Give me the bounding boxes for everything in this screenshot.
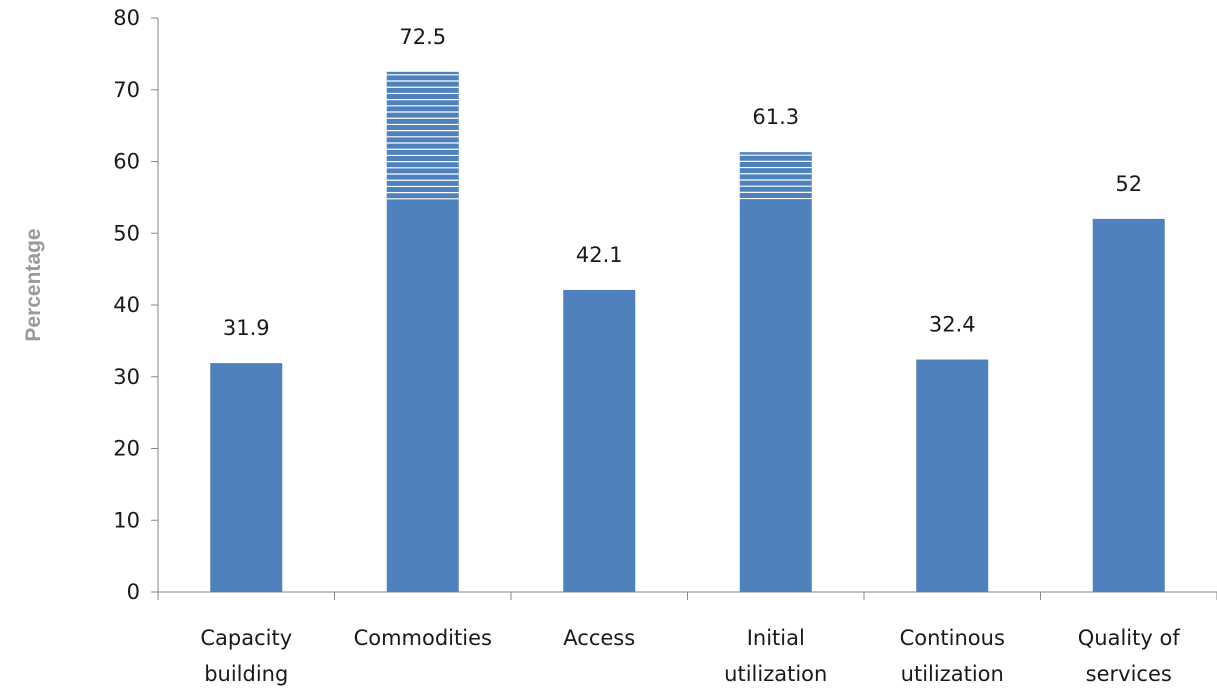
data-label: 61.3 [752, 105, 799, 129]
data-label: 31.9 [223, 316, 270, 340]
x-category-label: Capacity [200, 626, 292, 650]
x-category-label: utilization [724, 662, 827, 686]
data-label: 42.1 [576, 243, 623, 267]
bar [739, 152, 812, 593]
x-category-label: Commodities [354, 626, 492, 650]
y-axis-title: Percentage [22, 228, 45, 341]
bar [916, 359, 989, 592]
bar [386, 71, 459, 592]
y-tick-label: 40 [113, 293, 140, 317]
y-tick-label: 10 [113, 508, 140, 532]
x-category-label: services [1086, 662, 1172, 686]
bar [1092, 218, 1165, 592]
x-category-label: Continous [900, 626, 1005, 650]
x-category-label: utilization [901, 662, 1004, 686]
bar [563, 289, 636, 592]
x-category-label: Quality of [1078, 626, 1181, 650]
y-tick-label: 50 [113, 221, 140, 245]
data-label: 52 [1115, 172, 1142, 196]
x-category-label: Initial [747, 626, 805, 650]
y-tick-label: 80 [113, 6, 140, 30]
y-tick-label: 30 [113, 365, 140, 389]
y-tick-label: 70 [113, 78, 140, 102]
y-tick-label: 20 [113, 437, 140, 461]
y-tick-label: 0 [127, 580, 140, 604]
x-category-label: Access [563, 626, 635, 650]
data-label: 32.4 [929, 313, 976, 337]
data-label: 72.5 [399, 25, 446, 49]
y-tick-label: 60 [113, 150, 140, 174]
x-category-label: building [204, 662, 288, 686]
bar [210, 363, 283, 592]
